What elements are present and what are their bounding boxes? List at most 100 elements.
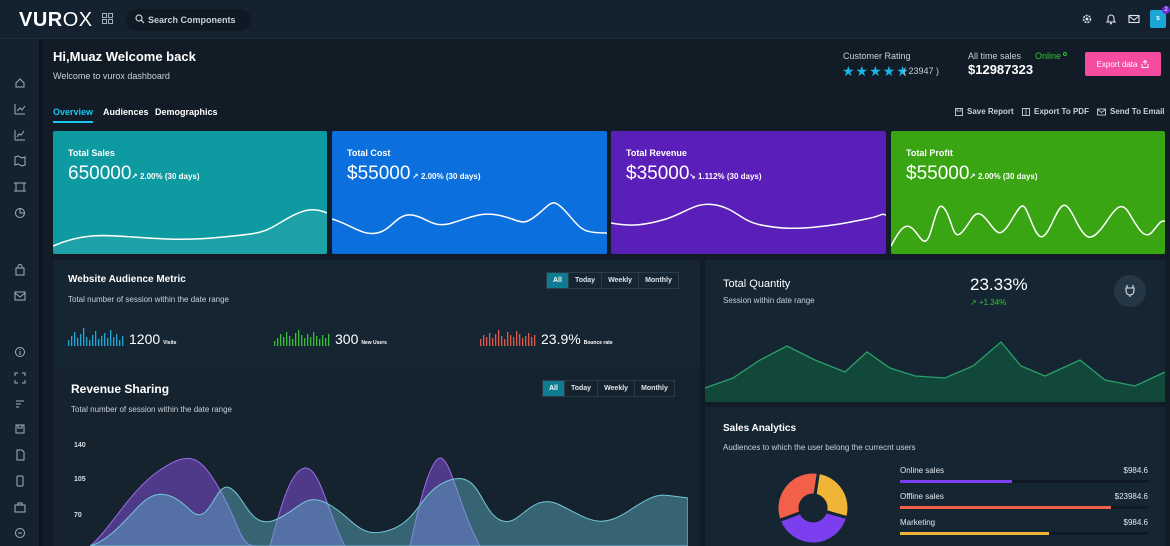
info-icon[interactable] [14,346,26,358]
filter-weekly[interactable]: Weekly [602,273,640,288]
metric-bounce-rate: 23.9% Bounce rate [480,326,613,346]
mini-bar [104,333,106,346]
shopping-bag-icon[interactable] [14,264,26,276]
mini-bar [501,336,503,346]
plug-icon [1125,285,1135,297]
mini-bar [507,332,509,346]
y-tick: 70 [74,512,82,519]
sales-sparkline [53,208,327,254]
briefcase-icon[interactable] [14,501,26,513]
home-icon[interactable] [14,77,26,89]
rating-label: Customer Rating [843,51,911,61]
analytics-icon[interactable] [14,103,26,115]
app-logo[interactable]: VUROX [19,9,93,31]
filter-all[interactable]: All [543,381,565,396]
mini-bar [528,333,530,346]
filter-monthly[interactable]: Monthly [645,277,672,284]
search-input[interactable] [148,12,248,28]
mini-bar [86,337,88,346]
quantity-value: 23.33% [970,275,1028,294]
mini-bar [519,334,521,346]
mini-bar [319,339,321,346]
avatar[interactable]: s [1150,10,1166,28]
tab-demographics[interactable]: Demographics [155,107,218,117]
card-title: Total Cost [347,148,391,158]
page-title: Hi,Muaz Welcome back [53,49,196,64]
mini-bar [495,334,497,346]
card-total-revenue[interactable]: Total Revenue $35000 ↘ 1.112% (30 days) [611,131,886,254]
tab-audiences[interactable]: Audiences [103,107,149,117]
search-icon [135,14,145,24]
map-icon[interactable] [14,155,26,167]
crop-icon[interactable] [14,181,26,193]
pie-chart-icon[interactable] [14,207,26,219]
card-total-sales[interactable]: Total Sales 650000 ↗ 2.00% (30 days) [53,131,327,254]
mini-bar [534,335,536,346]
online-sales-bar [900,480,1012,483]
notification-badge: 2 [1162,6,1170,14]
quantity-action-button[interactable] [1114,275,1146,307]
card-value: 650000 [68,163,132,184]
mini-bar [307,334,309,346]
export-data-button[interactable]: Export data [1085,52,1161,76]
mail-icon [1097,108,1106,115]
mini-bar [71,336,73,346]
mini-bar [313,332,315,346]
search-box [126,9,251,31]
revenue-filter: All Today Weekly Monthly [542,380,675,397]
mini-bar [280,334,282,346]
card-title: Total Profit [906,148,953,158]
save-report-link[interactable]: Save Report [955,107,1014,116]
page-subtitle: Welcome to vurox dashboard [53,71,170,81]
document-icon[interactable] [14,449,26,461]
send-email-link[interactable]: Send To Email [1097,107,1165,116]
filter-all[interactable]: All [547,273,569,288]
mail-icon[interactable] [1128,13,1140,25]
donut-slice [775,470,821,523]
chat-icon[interactable] [14,527,26,539]
apps-grid-icon[interactable] [102,13,113,24]
mini-bar [301,335,303,346]
sidebar [0,39,42,546]
quantity-subtitle: Session within date range [723,296,815,305]
filter-icon[interactable] [14,397,26,409]
export-pdf-link[interactable]: Export To PDF [1022,107,1089,116]
mini-bar [110,330,112,346]
new-users-bars [274,330,330,346]
filter-today[interactable]: Today [565,381,599,396]
phone-icon[interactable] [14,475,26,487]
mini-bar [292,339,294,346]
filter-today[interactable]: Today [569,273,603,288]
mini-bar [328,334,330,346]
filter-weekly[interactable]: Weekly [598,381,636,396]
card-title: Total Revenue [626,148,687,158]
mini-bar [277,338,279,346]
inbox-icon[interactable] [14,290,26,302]
visits-bars [68,328,124,346]
all-time-sales-value: $12987323 [968,62,1034,77]
share-icon [1142,60,1149,68]
tab-overview[interactable]: Overview [53,107,94,123]
card-total-profit[interactable]: Total Profit $55000 ↗ 2.00% (30 days) [891,131,1165,254]
mini-bar [513,337,515,346]
card-trend: ↘ 1.112% (30 days) [689,172,762,181]
expand-icon[interactable] [14,372,26,384]
gear-icon[interactable] [1081,13,1093,25]
mini-bar [68,340,70,346]
mini-bar [325,338,327,346]
bell-icon[interactable] [1105,13,1117,25]
card-total-cost[interactable]: Total Cost $55000 ↗ 2.00% (30 days) [332,131,607,254]
mini-bar [283,337,285,346]
save-icon[interactable] [14,423,26,435]
mini-bar [89,340,91,346]
card-trend: ↗ 2.00% (30 days) [412,172,481,181]
card-trend: ↗ 2.00% (30 days) [969,172,1038,181]
rating-stars: ★★★★★ [842,63,910,79]
mini-bar [498,330,500,346]
y-tick: 105 [74,476,86,483]
chart-line-icon[interactable] [14,129,26,141]
mini-bar [489,333,491,346]
mini-bar [322,335,324,346]
filter-monthly[interactable]: Monthly [641,385,668,392]
mini-bar [531,337,533,346]
